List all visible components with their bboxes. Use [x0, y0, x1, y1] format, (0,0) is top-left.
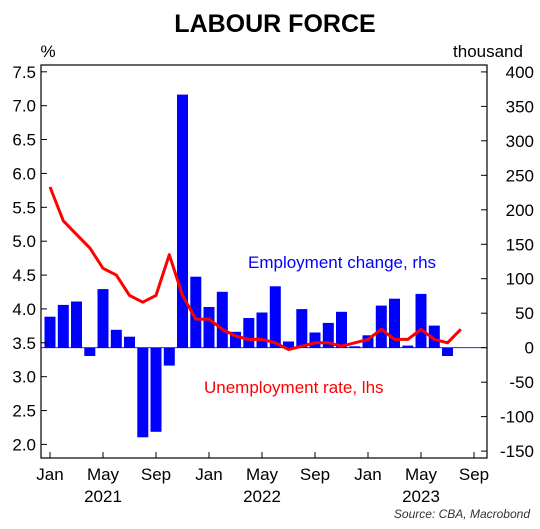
left-tick-label: 2.5: [12, 402, 36, 421]
employment-bar-2021-03: [71, 301, 82, 348]
left-tick-label: 6.5: [12, 131, 36, 150]
unemployment-rate-line: [48, 186, 462, 352]
right-tick-label: -50: [509, 373, 534, 392]
chart-title: LABOUR FORCE: [174, 10, 375, 38]
employment-bar-2023-04: [402, 345, 414, 348]
x-tick-label: May: [87, 465, 120, 484]
employment-bar-2021-04: [84, 347, 96, 356]
left-tick-label: 5.5: [12, 198, 36, 217]
left-tick-label: 3.0: [12, 368, 36, 387]
left-tick-label: 2.0: [12, 435, 36, 454]
employment-bar-2023-05: [415, 293, 427, 348]
right-tick-label: 400: [506, 63, 534, 82]
left-tick-label: 6.0: [12, 164, 36, 183]
x-tick-label: Sep: [141, 465, 171, 484]
x-tick-label: May: [405, 465, 438, 484]
employment-bar-2023-07: [442, 347, 453, 356]
employment-bar-2021-08: [137, 347, 149, 438]
employment-bar-2021-01: [44, 316, 56, 348]
x-tick-label: May: [246, 465, 279, 484]
year-label: 2023: [402, 487, 440, 506]
left-tick-label: 7.5: [12, 63, 36, 82]
right-tick-label: 100: [506, 270, 534, 289]
right-tick-label: 200: [506, 201, 534, 220]
employment-bar-2021-09: [150, 347, 162, 432]
employment-bars: [44, 94, 453, 438]
right-tick-label: 50: [515, 304, 534, 323]
left-tick-label: 5.0: [12, 232, 36, 251]
employment-bar-2021-12: [190, 276, 202, 348]
employment-bar-2021-10: [163, 347, 175, 366]
employment-bar-2022-09: [309, 332, 321, 348]
source-note: Source: CBA, Macrobond: [394, 507, 530, 521]
right-tick-label: -100: [500, 408, 534, 427]
left-axis-unit: %: [40, 42, 55, 61]
x-tick-label: Sep: [459, 465, 489, 484]
x-tick-label: Jan: [36, 465, 63, 484]
employment-bar-2022-03: [230, 331, 241, 348]
employment-bar-2022-04: [243, 318, 255, 348]
unemployment-rate-annotation: Unemployment rate, lhs: [204, 378, 384, 397]
employment-bar-2023-02: [375, 305, 387, 348]
left-tick-label: 4.5: [12, 266, 36, 285]
employment-bar-2021-07: [124, 336, 135, 348]
employment-change-annotation: Employment change, rhs: [248, 253, 436, 272]
right-tick-label: 350: [506, 97, 534, 116]
employment-bar-2022-06: [269, 286, 281, 348]
year-label: 2021: [84, 487, 122, 506]
year-label: 2022: [243, 487, 281, 506]
right-tick-label: 0: [525, 339, 534, 358]
right-axis-unit: thousand: [453, 42, 523, 61]
employment-bar-2022-01: [203, 307, 215, 348]
employment-bar-2022-02: [216, 291, 228, 348]
right-tick-label: -150: [500, 442, 534, 461]
x-tick-label: Jan: [354, 465, 381, 484]
left-axis: 2.0 2.5 3.0 3.5 4.0 4.5 5.0 5.5 6.0 6.5 7.0 7.5: [12, 63, 47, 454]
employment-bar-2023-06: [428, 325, 440, 348]
right-tick-label: 300: [506, 132, 534, 151]
employment-bar-2023-03: [389, 298, 400, 348]
employment-bar-2023-01: [362, 335, 374, 348]
employment-bar-2022-10: [322, 322, 334, 348]
employment-bar-2022-05: [256, 312, 268, 348]
right-tick-label: 150: [506, 235, 534, 254]
employment-bar-2021-02: [57, 304, 69, 348]
x-axis: Jan May Sep Jan May Sep Jan May Sep 2021 2022 2023: [36, 452, 489, 506]
employment-bar-2022-07: [283, 341, 294, 348]
left-tick-label: 7.0: [12, 97, 36, 116]
employment-bar-2022-11: [336, 311, 347, 348]
employment-bar-2021-11: [177, 94, 188, 348]
right-tick-label: 250: [506, 166, 534, 185]
left-tick-label: 3.5: [12, 334, 36, 353]
left-tick-label: 4.0: [12, 300, 36, 319]
right-axis: -150 -100 -50 0 50 100 150 200 250 300 350 400: [481, 63, 534, 461]
x-tick-label: Sep: [300, 465, 330, 484]
employment-bar-2022-08: [296, 309, 308, 348]
plot-frame: [40, 64, 488, 459]
x-tick-label: Jan: [195, 465, 222, 484]
employment-bar-2022-12: [349, 346, 361, 348]
employment-bar-2021-06: [110, 329, 122, 348]
employment-bar-2021-05: [97, 289, 109, 348]
